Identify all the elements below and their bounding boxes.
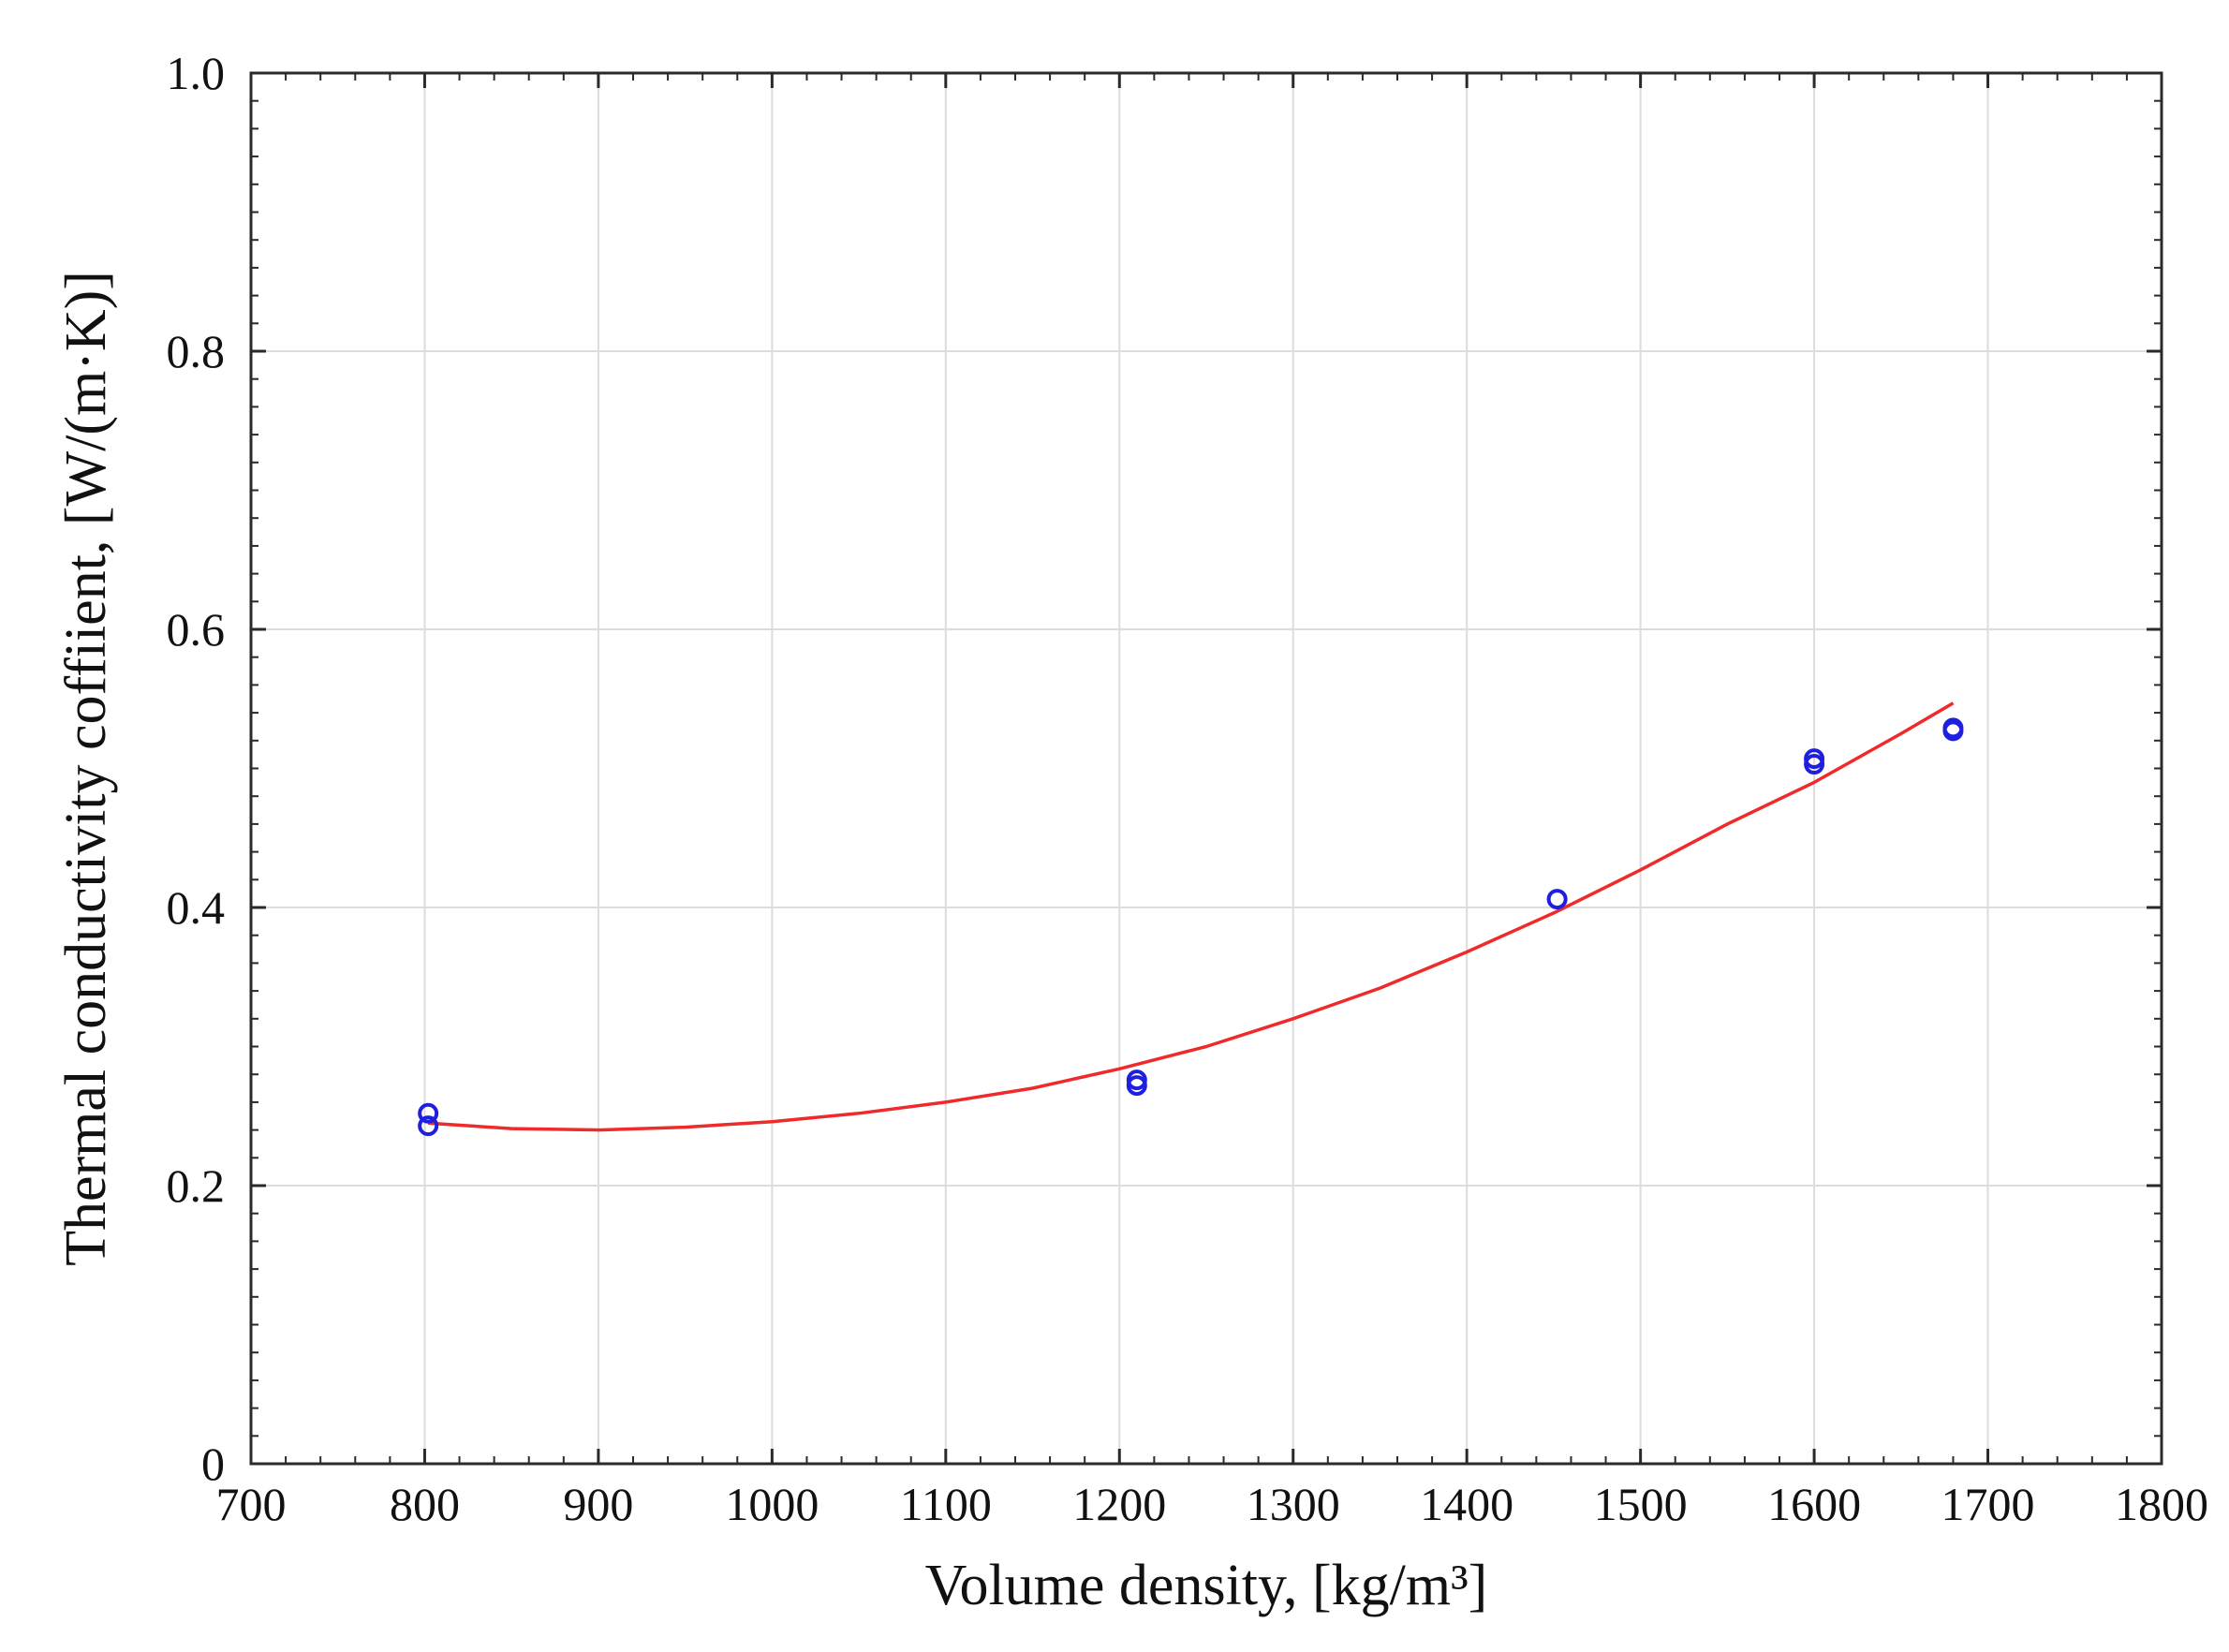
x-tick-label: 1700	[1941, 1478, 2035, 1530]
x-tick-label: 1200	[1072, 1478, 1166, 1530]
y-tick-label: 0.2	[167, 1159, 226, 1212]
x-tick-label: 1100	[900, 1478, 992, 1530]
x-tick-label: 900	[563, 1478, 633, 1530]
grid	[251, 73, 2162, 1464]
x-tick-label: 800	[390, 1478, 460, 1530]
x-tick-label: 1300	[1247, 1478, 1340, 1530]
axis-ticks	[249, 71, 2163, 1466]
x-tick-label: 1500	[1594, 1478, 1688, 1530]
y-tick-label: 0.6	[167, 603, 226, 656]
data-point	[1942, 720, 1964, 742]
y-axis-title: Thermal conductivity coffiient, [W/(m·K)…	[54, 271, 118, 1266]
data-point	[1126, 1075, 1147, 1097]
x-tick-label: 700	[216, 1478, 287, 1530]
y-tick-label: 1.0	[167, 47, 226, 99]
data-point	[418, 1102, 439, 1124]
y-tick-labels: 0 0.2 0.4 0.6 0.8 1.0	[167, 47, 226, 1490]
x-tick-labels: 700 800 900 1000 1100 1200 1300 1400 1500 1600 170…	[216, 1478, 2209, 1530]
x-tick-label: 1400	[1420, 1478, 1513, 1530]
y-tick-label: 0.4	[167, 881, 226, 934]
x-axis-title: Volume density, [kg/m³]	[925, 1554, 1488, 1617]
data-point	[418, 1115, 439, 1137]
data-point	[1804, 754, 1825, 775]
y-tick-label: 0	[201, 1438, 225, 1490]
fit-curve	[428, 701, 1955, 1132]
series-layer	[418, 701, 1964, 1137]
data-point	[1546, 889, 1568, 910]
y-tick-label: 0.8	[167, 325, 226, 377]
x-tick-label: 1800	[2115, 1478, 2208, 1530]
x-tick-label: 1000	[725, 1478, 819, 1530]
x-tick-label: 1600	[1767, 1478, 1861, 1530]
